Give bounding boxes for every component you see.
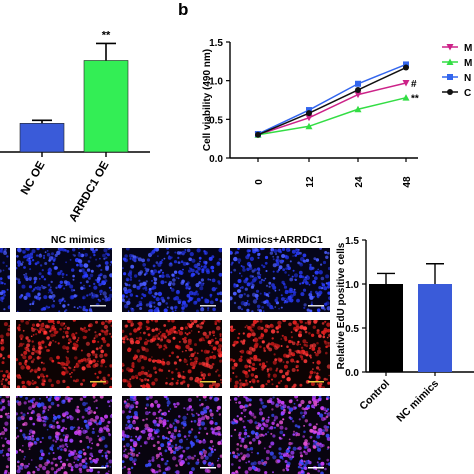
x-tick-label: ARRDC1 OE: [67, 159, 111, 224]
data-point: [354, 105, 362, 113]
legend-marker: [447, 89, 453, 95]
micrograph-tile: [122, 248, 222, 312]
scale-bar: [200, 305, 216, 307]
micrograph-tile: [16, 320, 112, 388]
data-point: [355, 86, 361, 93]
series-line: [257, 82, 407, 136]
y-tick-label: 0.0: [209, 154, 223, 165]
series-line: [257, 96, 407, 136]
y-tick-label: 0.5: [209, 115, 223, 126]
bar: [83, 60, 129, 153]
bar: [369, 284, 403, 372]
data-point: [403, 61, 409, 68]
micrograph-tile: [230, 248, 330, 312]
legend-marker: [446, 44, 454, 51]
bar: [418, 284, 452, 372]
significance-mark: **: [102, 29, 111, 41]
data-point: [354, 91, 362, 99]
micrograph-tile: [16, 396, 112, 474]
scale-bar: [90, 305, 106, 307]
x-tick-label: NC OE: [19, 159, 48, 197]
data-point: [402, 79, 410, 87]
data-point: [355, 80, 361, 87]
micrograph-tile: [122, 396, 222, 474]
data-point: [403, 64, 409, 71]
y-tick-label: 0.5: [345, 324, 359, 335]
micrograph-tile: [230, 396, 330, 474]
scale-bar: [308, 381, 324, 383]
oe-bar-chart: NC OE ** ARRDC1 OE: [0, 29, 150, 224]
significance-mark: **: [411, 94, 419, 105]
x-tick-label: 12: [305, 176, 316, 188]
data-point: [306, 107, 312, 114]
legend-label: C: [464, 88, 471, 99]
micrograph-tile: [0, 248, 10, 312]
y-axis-label: Relative EdU positive cells: [336, 242, 347, 369]
column-title-nc-mimics: NC mimics: [50, 234, 106, 246]
data-point: [305, 122, 313, 130]
series-line: [257, 63, 407, 135]
x-tick-label: 0: [254, 179, 265, 185]
data-point: [402, 94, 410, 101]
scale-bar: [308, 305, 324, 307]
panel-label-b: b: [178, 0, 189, 19]
y-tick-label: 1.0: [345, 280, 359, 291]
y-tick-label: 1.5: [209, 38, 223, 49]
legend-marker: [446, 58, 454, 65]
legend-marker: [447, 74, 453, 80]
scale-bar: [308, 467, 324, 469]
micrograph-tile: [0, 320, 10, 388]
bar: [19, 123, 65, 153]
scale-bar: [90, 381, 106, 383]
legend-label: N: [464, 73, 471, 84]
y-axis-label: Cell viability (490 nm): [202, 49, 213, 151]
legend-label: M: [464, 58, 472, 69]
significance-mark: #: [411, 79, 417, 90]
y-tick-label: 0.0: [345, 368, 359, 379]
scale-bar: [200, 467, 216, 469]
y-tick-label: 1.0: [209, 77, 223, 88]
micrograph-tile: [230, 320, 330, 388]
x-tick-label: Control: [357, 378, 392, 413]
column-title-mimics-arrdc1: Mimics+ARRDC1: [237, 234, 323, 246]
micrograph-tile: [0, 396, 10, 474]
y-tick-label: 1.5: [345, 236, 359, 247]
cell-viability-line-chart: 0.0 0.5 1.0 1.5 0 12 24 48 Cell viability (490 n…: [202, 38, 472, 188]
data-point: [255, 131, 261, 138]
data-point: [306, 110, 312, 117]
micrograph-tile: [16, 248, 112, 312]
scale-bar: [90, 467, 106, 469]
x-tick-label: 48: [402, 176, 413, 188]
column-title-mimics: Mimics: [156, 234, 192, 246]
series-line: [257, 66, 407, 136]
micrograph-tile: [122, 320, 222, 388]
legend-label: M: [464, 43, 472, 54]
x-tick-label: 24: [354, 176, 365, 188]
x-tick-label: NC mimics: [394, 378, 441, 425]
scale-bar: [200, 381, 216, 383]
data-point: [305, 114, 313, 122]
